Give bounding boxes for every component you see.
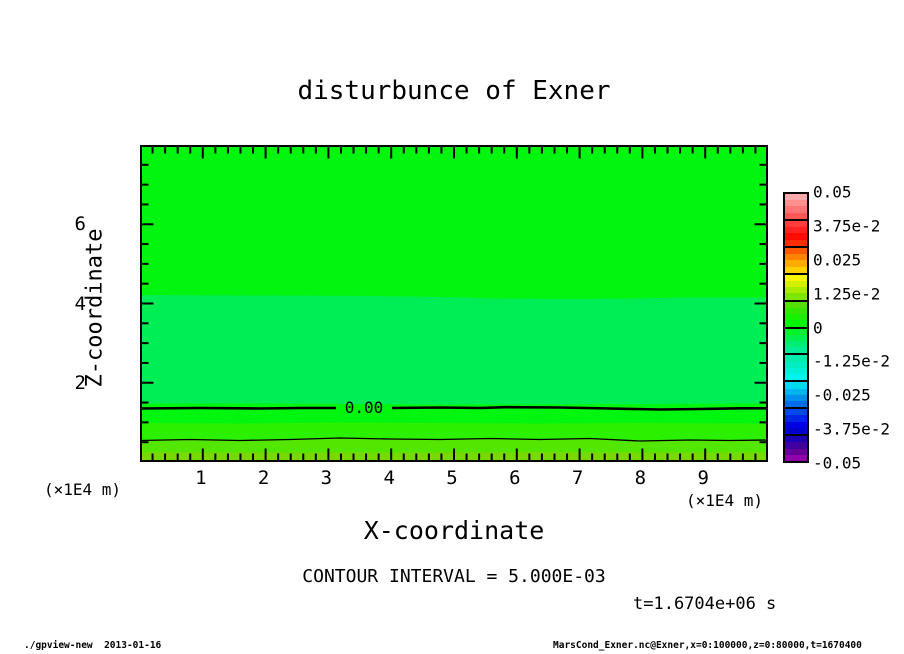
- colorbar-band: [785, 454, 807, 462]
- x-tick-label: 9: [697, 467, 709, 489]
- colorbar-segment: [785, 434, 807, 462]
- colorbar-band: [785, 388, 807, 395]
- x-tick-label: 2: [257, 467, 270, 489]
- colorbar-tick-label: 0.025: [813, 250, 862, 270]
- colorbar-band: [785, 206, 807, 213]
- colorbar-band: [785, 427, 807, 435]
- colorbar-segment: [785, 407, 807, 435]
- colorbar-band: [785, 254, 807, 261]
- colorbar-band: [785, 320, 807, 327]
- y-tick-label: 6: [74, 213, 86, 236]
- colorbar-band: [785, 266, 807, 273]
- colorbar-band: [785, 280, 807, 288]
- x-tick-label: 7: [571, 467, 584, 489]
- colorbar-band: [785, 436, 807, 443]
- colorbar-band: [785, 200, 807, 207]
- axis-tick-marks: [141, 146, 767, 461]
- zero-contour-label: 0.00: [345, 398, 384, 417]
- x-tick-label: 8: [634, 467, 647, 489]
- colorbar-tick-label: 0: [813, 318, 823, 337]
- x-axis-tick-labels: 1 2 3 4 5 6 7 8 9: [140, 467, 768, 489]
- colorbar-band: [785, 314, 807, 321]
- y-axis-tick-labels: 2 4 6: [58, 145, 86, 462]
- y-tick-label: 2: [74, 371, 86, 394]
- colorbar-band: [785, 293, 807, 300]
- colorbar-band: [785, 415, 807, 422]
- colorbar-band: [785, 374, 807, 381]
- colorbar-tick-label: -1.25e-2: [813, 351, 891, 371]
- x-axis-units-label: (×1E4 m): [686, 491, 764, 510]
- colorbar-band: [785, 409, 807, 416]
- colorbar-band: [785, 347, 807, 354]
- colorbar-band: [785, 260, 807, 267]
- colorbar-band: [785, 334, 807, 341]
- colorbar-band: [785, 307, 807, 315]
- colorbar-band: [785, 274, 807, 281]
- zero-contour-line-left: [140, 406, 336, 410]
- x-axis-label: X-coordinate: [363, 516, 545, 545]
- colorbar-tick-labels: 0.05 3.75e-2 0.025 1.25e-2 0 -1.25e-2 -0.025 -3…: [813, 183, 903, 473]
- y-axis-units-label: (×1E4 m): [44, 480, 122, 499]
- colorbar-tick-label: -0.025: [813, 385, 871, 405]
- y-tick-label: 4: [74, 292, 86, 315]
- colorbar-segment: [785, 245, 807, 273]
- colorbar-band: [785, 194, 807, 201]
- y-axis-label: Z-coordinate: [82, 228, 108, 388]
- zero-contour-line-right: [391, 405, 768, 411]
- colorbar-segment: [785, 353, 807, 381]
- contour-interval-text: CONTOUR INTERVAL = 5.000E-03: [302, 566, 606, 587]
- colorbar-band: [785, 401, 807, 408]
- colorbar-segment: [785, 194, 807, 219]
- colorbar-band: [785, 247, 807, 255]
- contour-plot-svg: 0.00: [140, 145, 768, 462]
- colorbar-band: [785, 421, 807, 428]
- colorbar-band: [785, 287, 807, 294]
- colorbar-band: [785, 382, 807, 389]
- colorbar-band: [785, 220, 807, 228]
- colorbar-band: [785, 212, 807, 219]
- colorbar-segment: [785, 299, 807, 327]
- colorbar-tick-label: 3.75e-2: [813, 216, 881, 236]
- plot-frame: [140, 145, 768, 462]
- colorbar-band: [785, 361, 807, 368]
- colorbar-band: [785, 341, 807, 348]
- colorbar-tick-label: 1.25e-2: [813, 284, 881, 304]
- tone-band-pos3: [140, 438, 768, 453]
- colorbar-bands: [783, 192, 809, 463]
- colorbar-band: [785, 394, 807, 402]
- colorbar-segment: [785, 380, 807, 408]
- colorbar-segment: [785, 272, 807, 300]
- contour-plot-canvas: 0.00: [140, 145, 768, 462]
- x-tick-label: 4: [383, 467, 395, 489]
- x-tick-label: 3: [320, 467, 333, 489]
- colorbar-segment: [785, 218, 807, 246]
- colorbar-band: [785, 448, 807, 455]
- colorbar-band: [785, 239, 807, 246]
- contour-line-5e-3: [140, 437, 768, 442]
- colorbar-band: [785, 355, 807, 362]
- colorbar-tick-label: 0.05: [813, 182, 852, 202]
- tone-band-pos2: [140, 422, 768, 441]
- tone-region-negative: [140, 295, 768, 405]
- colorbar-band: [785, 367, 807, 375]
- colorbar-band: [785, 442, 807, 449]
- x-tick-label: 1: [195, 467, 207, 489]
- colorbar-tick-label: -0.05: [813, 453, 862, 473]
- colorbar-segment: [785, 326, 807, 354]
- plot-title: disturbunce of Exner: [297, 76, 611, 106]
- footer-program-date: ./gpview-new 2013-01-16: [24, 640, 162, 651]
- x-tick-label: 6: [509, 467, 521, 489]
- colorbar-tick-label: -3.75e-2: [813, 419, 891, 439]
- time-annotation: t=1.6704e+06 s: [633, 594, 777, 614]
- x-tick-label: 5: [446, 467, 458, 489]
- colorbar-band: [785, 301, 807, 308]
- colorbar-band: [785, 233, 807, 240]
- colorbar-band: [785, 227, 807, 234]
- footer-data-source: MarsCond_Exner.nc@Exner,x=0:100000,z=0:8…: [553, 640, 862, 651]
- colorbar-band: [785, 328, 807, 335]
